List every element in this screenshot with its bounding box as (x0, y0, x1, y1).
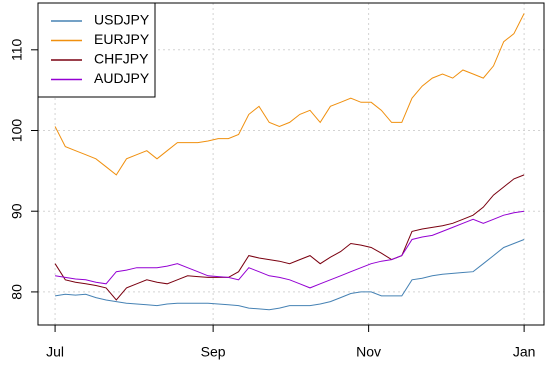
series-line (54, 174, 525, 301)
legend-label: USDJPY (94, 12, 150, 28)
series-line (54, 13, 525, 176)
plot-border (37, 2, 545, 326)
legend-label: AUDJPY (94, 70, 150, 86)
y-tick-label: 90 (9, 203, 25, 219)
legend-label: EURJPY (94, 31, 150, 47)
series-line (55, 210, 525, 289)
y-tick-label: 80 (9, 284, 25, 300)
x-tick-label: Jan (513, 344, 536, 360)
series-line (55, 239, 525, 311)
legend-label: CHFJPY (94, 51, 149, 67)
x-tick-label: Sep (201, 344, 226, 360)
x-tick-label: Nov (356, 344, 381, 360)
y-tick-label: 110 (9, 38, 25, 61)
legend-box (37, 2, 156, 98)
x-tick-label: Jul (46, 344, 64, 360)
y-tick-label: 100 (9, 119, 25, 143)
